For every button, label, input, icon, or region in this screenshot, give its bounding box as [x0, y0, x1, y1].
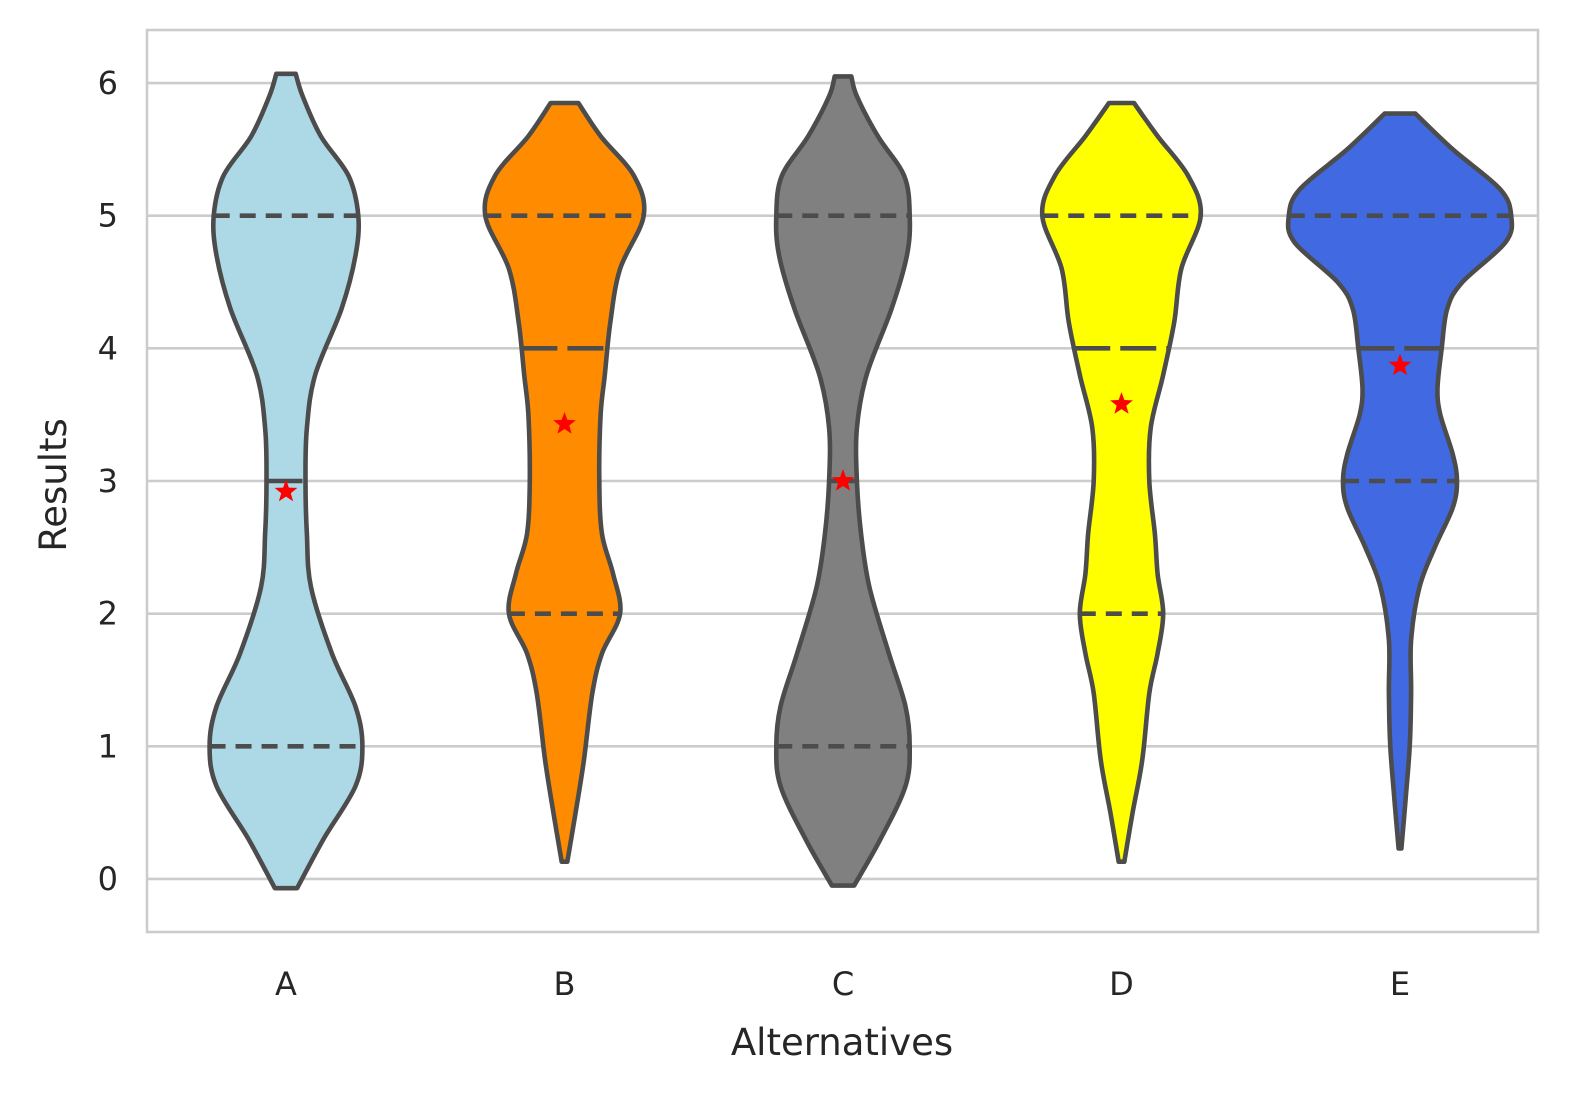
violin-D — [1039, 100, 1204, 864]
x-tick-label: A — [275, 965, 297, 1003]
violin-E — [1285, 111, 1515, 851]
violin-body-D — [1039, 100, 1204, 864]
x-tick-label: D — [1109, 965, 1134, 1003]
y-tick-label: 6 — [98, 64, 118, 102]
y-tick-labels: 0 1 2 3 4 5 6 — [98, 64, 118, 898]
y-tick-label: 2 — [98, 595, 118, 633]
y-tick-label: 5 — [98, 197, 118, 235]
y-axis-title: Results — [32, 418, 75, 552]
mean-marker-A — [274, 479, 298, 502]
y-tick-label: 1 — [98, 727, 118, 765]
mean-marker-B — [553, 412, 576, 434]
mean-marker-E — [1388, 353, 1412, 376]
y-tick-label: 0 — [98, 860, 118, 898]
x-tick-label: C — [832, 965, 854, 1003]
violin-C — [773, 74, 913, 888]
y-tick-label: 4 — [98, 329, 118, 367]
mean-marker-D — [1110, 392, 1133, 414]
x-axis-title: Alternatives — [731, 1021, 953, 1064]
violins — [207, 71, 1515, 891]
plot-frame — [145, 28, 1540, 934]
violin-body-B — [482, 100, 647, 864]
y-tick-label: 3 — [98, 462, 118, 500]
x-tick-label: E — [1390, 965, 1410, 1003]
mean-marker-C — [831, 469, 855, 491]
violin-A — [207, 71, 365, 891]
x-tick-labels: A B C D E — [275, 965, 1410, 1003]
x-tick-label: B — [554, 965, 576, 1003]
violin-B — [482, 100, 647, 864]
